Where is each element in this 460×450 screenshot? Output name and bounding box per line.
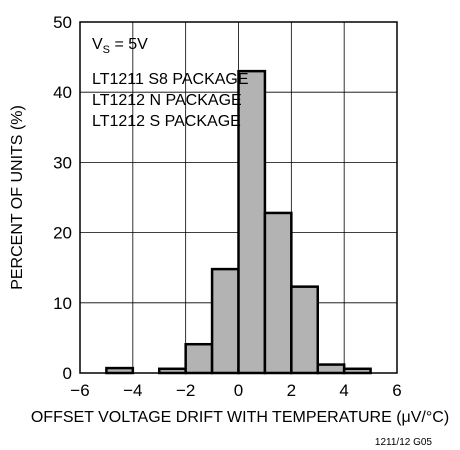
y-tick-label: 30 bbox=[53, 153, 72, 172]
histogram-bar bbox=[290, 285, 320, 375]
supply-value: = 5V bbox=[110, 36, 148, 53]
y-tick-label: 50 bbox=[53, 13, 72, 32]
x-tick-label: −2 bbox=[176, 381, 195, 400]
histogram-bar bbox=[316, 363, 346, 375]
histogram-bar bbox=[184, 342, 214, 375]
x-tick-labels: −6 −4 −2 0 2 4 6 bbox=[70, 381, 401, 400]
package-label: LT1212 N PACKAGE bbox=[92, 92, 242, 109]
x-tick-label: −6 bbox=[70, 381, 89, 400]
package-label: LT1212 S PACKAGE bbox=[92, 113, 241, 130]
histogram-bars bbox=[105, 69, 372, 375]
y-tick-label: 40 bbox=[53, 83, 72, 102]
x-tick-label: 0 bbox=[234, 381, 243, 400]
plot-frame bbox=[79, 21, 398, 374]
supply-symbol: V bbox=[92, 36, 103, 53]
histogram-bar bbox=[263, 211, 293, 375]
histogram-bar bbox=[237, 69, 267, 375]
x-tick-label: −4 bbox=[123, 381, 142, 400]
y-tick-labels: 0 10 20 30 40 50 bbox=[53, 13, 72, 383]
figure-id: 1211/12 G05 bbox=[375, 437, 433, 448]
x-axis-label: OFFSET VOLTAGE DRIFT WITH TEMPERATURE (μ… bbox=[31, 409, 449, 426]
x-tick-label: 2 bbox=[287, 381, 296, 400]
package-label: LT1211 S8 PACKAGE bbox=[92, 71, 249, 88]
x-tick-label: 6 bbox=[392, 381, 401, 400]
supply-subscript: S bbox=[103, 44, 110, 56]
y-tick-label: 10 bbox=[53, 294, 72, 313]
y-tick-label: 0 bbox=[63, 364, 72, 383]
y-tick-label: 20 bbox=[53, 224, 72, 243]
y-axis-label: PERCENT OF UNITS (%) bbox=[9, 105, 26, 290]
condition-annotation: VS = 5V LT1211 S8 PACKAGE LT1212 N PACKA… bbox=[92, 36, 249, 130]
supply-condition: VS = 5V bbox=[92, 36, 148, 56]
x-tick-label: 4 bbox=[339, 381, 348, 400]
histogram-bar bbox=[210, 267, 240, 375]
